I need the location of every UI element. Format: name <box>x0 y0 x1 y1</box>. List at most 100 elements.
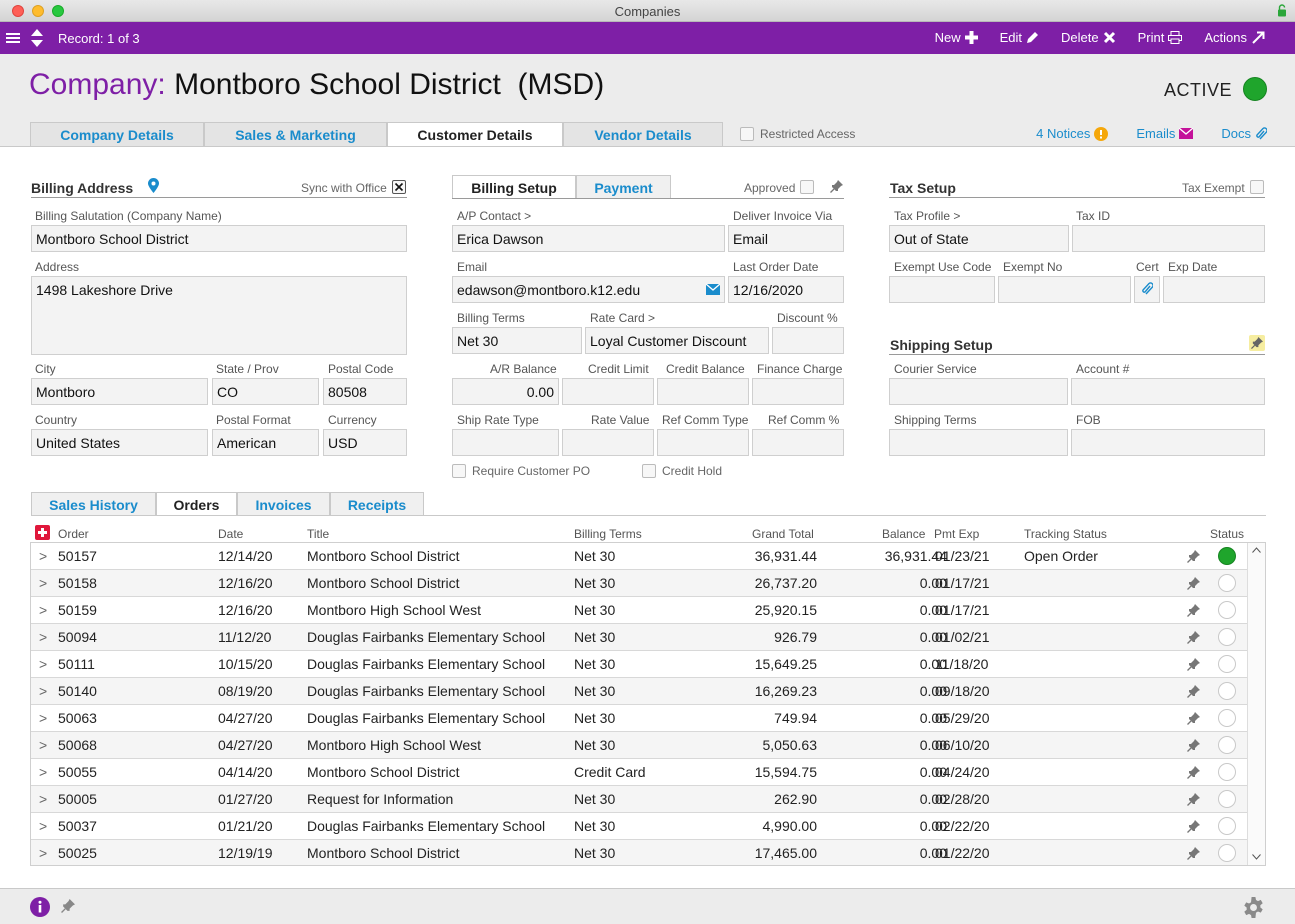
order-status-indicator[interactable] <box>1218 709 1236 727</box>
postal-code-field[interactable]: 80508 <box>323 378 407 405</box>
table-row[interactable]: >50025 12/19/19 Montboro School District Ne… <box>31 840 1247 865</box>
col-date[interactable]: Date <box>218 527 244 541</box>
country-field[interactable]: United States <box>31 429 208 456</box>
rate-value-field[interactable] <box>562 429 654 456</box>
pin-icon[interactable] <box>1187 739 1200 752</box>
table-row[interactable]: >50157 12/14/20 Montboro School District Ne… <box>31 543 1247 570</box>
table-row[interactable]: >50055 04/14/20 Montboro School District Cr… <box>31 759 1247 786</box>
order-status-indicator[interactable] <box>1218 817 1236 835</box>
scroll-up-icon[interactable] <box>1252 547 1261 553</box>
cert-attach-button[interactable] <box>1134 276 1160 303</box>
col-status[interactable]: Status <box>1210 527 1245 541</box>
order-status-indicator[interactable] <box>1218 574 1236 592</box>
billing-terms-field[interactable]: Net 30 <box>452 327 582 354</box>
info-icon[interactable] <box>30 897 50 917</box>
fob-field[interactable] <box>1071 429 1265 456</box>
table-row[interactable]: >50063 04/27/20 Douglas Fairbanks Elementa… <box>31 705 1247 732</box>
tax-id-field[interactable] <box>1072 225 1265 252</box>
emails-link[interactable]: Emails <box>1136 126 1194 141</box>
col-tracking-status[interactable]: Tracking Status <box>1024 527 1107 541</box>
sync-office-checkbox[interactable] <box>392 180 406 194</box>
print-button[interactable]: Print <box>1138 30 1183 45</box>
order-status-indicator[interactable] <box>1218 628 1236 646</box>
expand-row-icon[interactable]: > <box>39 683 48 699</box>
table-row[interactable]: >50005 01/27/20 Request for Information Net… <box>31 786 1247 813</box>
pin-icon[interactable] <box>1187 820 1200 833</box>
pin-icon[interactable] <box>1187 631 1200 644</box>
order-status-indicator[interactable] <box>1218 655 1236 673</box>
table-row[interactable]: >50159 12/16/20 Montboro High School West N… <box>31 597 1247 624</box>
pin-icon[interactable] <box>1187 847 1200 860</box>
salutation-field[interactable]: Montboro School District <box>31 225 407 252</box>
pin-icon[interactable] <box>1187 550 1200 563</box>
expand-row-icon[interactable]: > <box>39 548 48 564</box>
credit-limit-field[interactable] <box>562 378 654 405</box>
exempt-no-field[interactable] <box>998 276 1131 303</box>
table-row[interactable]: >50037 01/21/20 Douglas Fairbanks Elementa… <box>31 813 1247 840</box>
add-order-button[interactable] <box>35 525 50 540</box>
shipping-terms-field[interactable] <box>889 429 1068 456</box>
notices-link[interactable]: 4 Notices <box>1036 126 1109 141</box>
ap-contact-field[interactable]: Erica Dawson <box>452 225 725 252</box>
exp-date-field[interactable] <box>1163 276 1265 303</box>
gear-icon[interactable] <box>1242 896 1265 919</box>
expand-row-icon[interactable]: > <box>39 764 48 780</box>
col-title[interactable]: Title <box>307 527 330 541</box>
send-email-icon[interactable] <box>706 284 720 295</box>
col-balance[interactable]: Balance <box>882 527 926 541</box>
pin-icon[interactable] <box>830 180 843 193</box>
account-number-field[interactable] <box>1071 378 1265 405</box>
tax-exempt-checkbox[interactable] <box>1250 180 1264 194</box>
delete-button[interactable]: Delete <box>1061 30 1116 45</box>
col-pmt-exp[interactable]: Pmt Exp <box>934 527 980 541</box>
col-billing-terms[interactable]: Billing Terms <box>574 527 642 541</box>
shipping-pin-button[interactable] <box>1249 335 1265 351</box>
expand-row-icon[interactable]: > <box>39 575 48 591</box>
ship-rate-type-field[interactable] <box>452 429 559 456</box>
last-order-date-field[interactable]: 12/16/2020 <box>728 276 844 303</box>
scroll-down-icon[interactable] <box>1252 854 1261 860</box>
tab-invoices[interactable]: Invoices <box>237 492 330 516</box>
ref-comm-pct-field[interactable] <box>752 429 844 456</box>
tab-customer-details[interactable]: Customer Details <box>387 122 563 147</box>
city-field[interactable]: Montboro <box>31 378 208 405</box>
tab-sales-history[interactable]: Sales History <box>31 492 156 516</box>
expand-row-icon[interactable]: > <box>39 710 48 726</box>
pin-icon[interactable] <box>1187 766 1200 779</box>
expand-row-icon[interactable]: > <box>39 818 48 834</box>
pin-icon[interactable] <box>1187 685 1200 698</box>
table-row[interactable]: >50158 12/16/20 Montboro School District Ne… <box>31 570 1247 597</box>
postal-format-field[interactable]: American <box>212 429 319 456</box>
courier-service-field[interactable] <box>889 378 1068 405</box>
finance-charge-field[interactable] <box>752 378 844 405</box>
tax-profile-field[interactable]: Out of State <box>889 225 1069 252</box>
orders-scrollbar[interactable] <box>1247 543 1265 865</box>
close-window-button[interactable] <box>12 5 24 17</box>
state-field[interactable]: CO <box>212 378 319 405</box>
address-field[interactable]: 1498 Lakeshore Drive <box>31 276 407 355</box>
lock-icon[interactable] <box>1277 4 1287 17</box>
actions-button[interactable]: Actions <box>1204 30 1265 45</box>
order-status-indicator[interactable] <box>1218 547 1236 565</box>
tab-vendor-details[interactable]: Vendor Details <box>563 122 723 146</box>
credit-balance-field[interactable] <box>657 378 749 405</box>
tab-payment[interactable]: Payment <box>576 175 671 199</box>
order-status-indicator[interactable] <box>1218 790 1236 808</box>
restricted-access-option[interactable]: Restricted Access <box>740 127 855 141</box>
ar-balance-field[interactable]: 0.00 <box>452 378 559 405</box>
pin-icon[interactable] <box>1187 604 1200 617</box>
table-row[interactable]: >50140 08/19/20 Douglas Fairbanks Elementa… <box>31 678 1247 705</box>
new-button[interactable]: New <box>935 30 978 45</box>
active-status-indicator[interactable] <box>1243 77 1267 101</box>
pin-icon[interactable] <box>61 899 75 913</box>
discount-field[interactable] <box>772 327 844 354</box>
tab-company-details[interactable]: Company Details <box>30 122 204 146</box>
docs-link[interactable]: Docs <box>1221 126 1267 141</box>
pin-icon[interactable] <box>1187 658 1200 671</box>
ref-comm-type-field[interactable] <box>657 429 749 456</box>
order-status-indicator[interactable] <box>1218 844 1236 862</box>
expand-row-icon[interactable]: > <box>39 737 48 753</box>
expand-row-icon[interactable]: > <box>39 791 48 807</box>
tab-billing-setup[interactable]: Billing Setup <box>452 175 576 199</box>
table-row[interactable]: >50068 04/27/20 Montboro High School West N… <box>31 732 1247 759</box>
